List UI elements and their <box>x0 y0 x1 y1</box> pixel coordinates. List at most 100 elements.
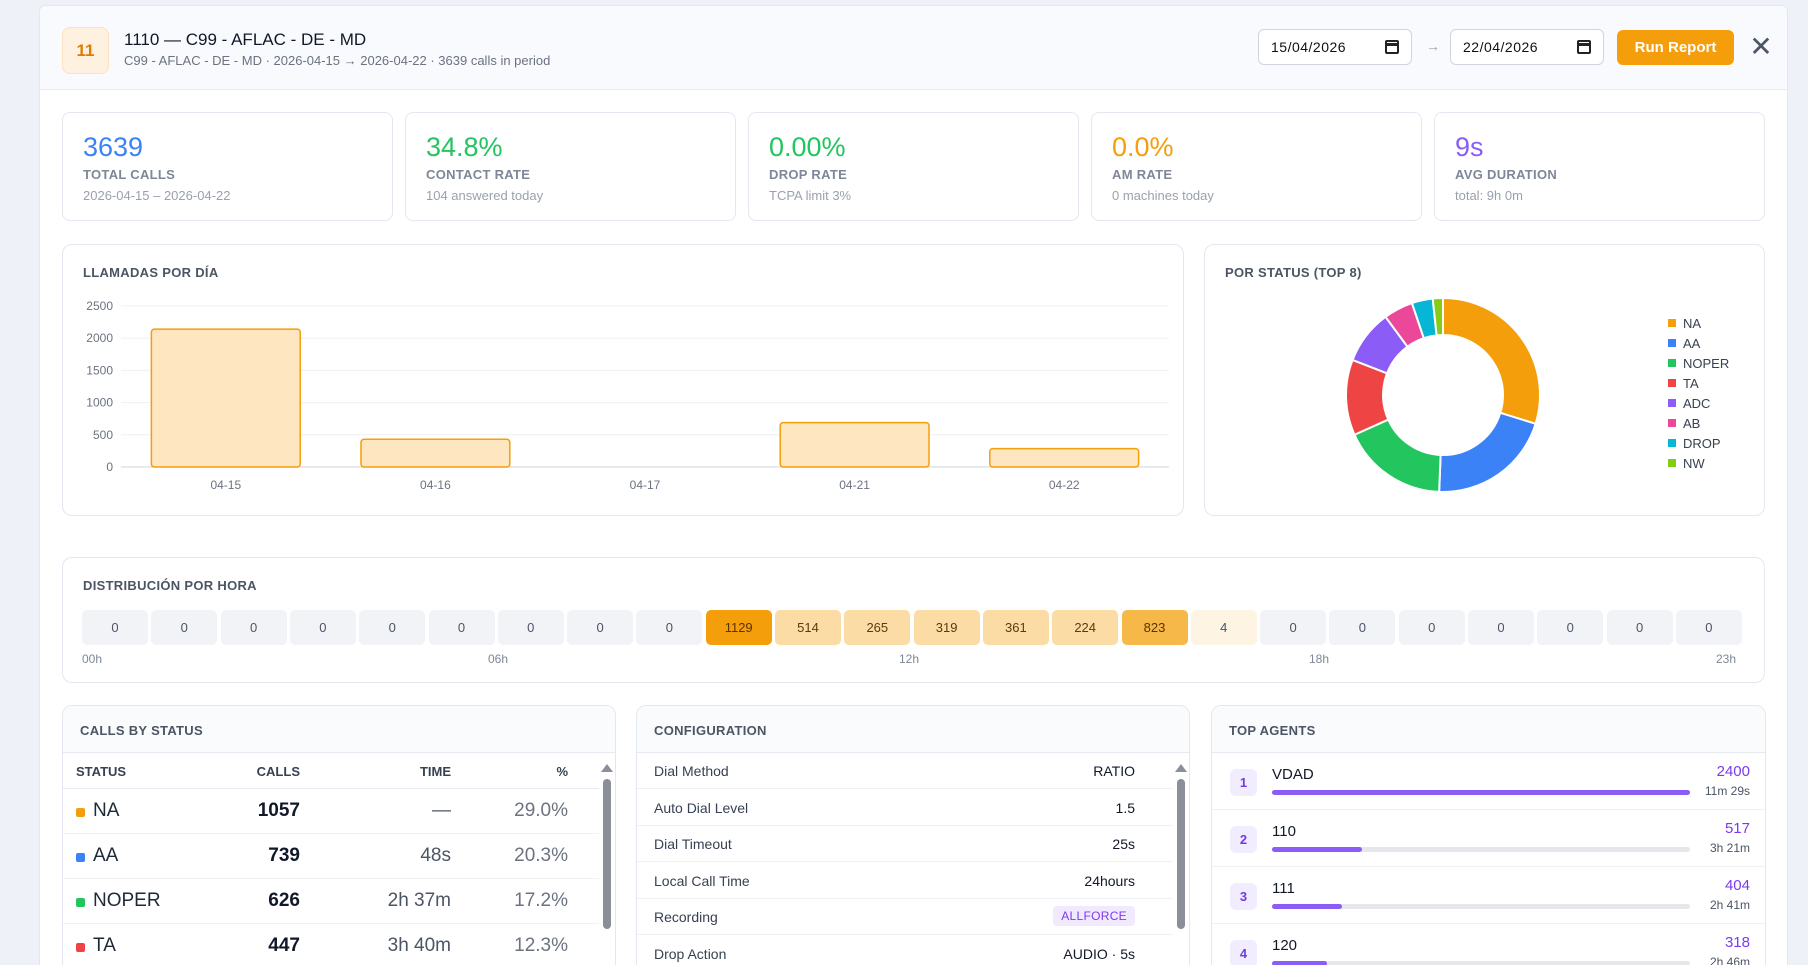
hour-cell[interactable]: 319 <box>913 610 980 645</box>
agent-rank: 2 <box>1230 826 1257 853</box>
scroll-up-arrow[interactable] <box>1175 764 1187 772</box>
legend-item[interactable]: NA <box>1668 313 1729 333</box>
pie-slice[interactable] <box>1353 418 1442 493</box>
hour-cell[interactable]: 0 <box>1260 610 1327 645</box>
legend-swatch <box>1668 419 1676 427</box>
table-row[interactable]: AA 739 48s 20.3% <box>63 834 599 879</box>
agent-rank: 3 <box>1230 883 1257 910</box>
legend-label: TA <box>1683 375 1699 391</box>
y-tick-label: 2000 <box>86 331 113 345</box>
bar[interactable] <box>150 328 301 468</box>
table-row[interactable]: NOPER 626 2h 37m 17.2% <box>63 879 599 924</box>
calendar-icon[interactable] <box>1385 40 1399 54</box>
x-tick-label: 04-16 <box>420 478 451 492</box>
hour-cell[interactable]: 0 <box>151 610 218 645</box>
config-key: Recording <box>654 909 718 925</box>
status-time: — <box>432 800 451 821</box>
kpi-label: AM RATE <box>1112 167 1173 182</box>
hour-cell[interactable]: 0 <box>567 610 634 645</box>
legend-item[interactable]: DROP <box>1668 433 1729 453</box>
kpi-value: 34.8% <box>426 132 503 162</box>
agent-name: VDAD <box>1272 766 1314 783</box>
pie-slice[interactable] <box>1438 411 1537 493</box>
bar[interactable] <box>989 447 1140 468</box>
hour-cell[interactable]: 0 <box>636 610 703 645</box>
col-calls[interactable]: CALLS <box>256 764 300 779</box>
agent-share-bar <box>1272 790 1690 795</box>
status-calls: 1057 <box>257 800 300 821</box>
pie-slice[interactable] <box>1431 296 1444 337</box>
close-icon[interactable]: ✕ <box>1749 31 1773 62</box>
config-row: Auto Dial Level 1.5 <box>637 790 1173 826</box>
config-value: RATIO <box>1093 763 1135 779</box>
bar[interactable] <box>779 421 930 468</box>
config-key: Auto Dial Level <box>654 799 749 816</box>
agent-row[interactable]: 1 VDAD 2400 11m 29s <box>1212 753 1765 810</box>
agent-row[interactable]: 3 111 404 2h 41m <box>1212 867 1765 924</box>
table-row[interactable]: TA 447 3h 40m 12.3% <box>63 924 599 965</box>
hour-tick-label: 00h <box>82 652 103 666</box>
hour-cell[interactable]: 0 <box>1606 610 1673 645</box>
scroll-up-arrow[interactable] <box>601 764 613 772</box>
hour-cell[interactable]: 0 <box>1468 610 1534 645</box>
agent-row[interactable]: 4 120 318 2h 46m <box>1212 924 1765 965</box>
scrollbar-thumb[interactable] <box>603 779 611 929</box>
hour-cell[interactable]: 0 <box>1329 610 1396 645</box>
legend-item[interactable]: AA <box>1668 333 1729 353</box>
page-subtitle: C99 - AFLAC - DE - MD · 2026-04-15 → 202… <box>124 53 551 68</box>
legend-item[interactable]: AB <box>1668 413 1729 433</box>
hour-cell[interactable]: 823 <box>1121 610 1188 645</box>
status-color-swatch <box>76 898 85 907</box>
config-value: 24hours <box>1084 872 1135 889</box>
config-key: Local Call Time <box>654 872 750 889</box>
date-from-input[interactable]: 15/04/2026 <box>1258 29 1412 65</box>
hour-cell[interactable]: 0 <box>289 610 356 645</box>
hour-cell[interactable]: 0 <box>428 610 495 645</box>
status-percent: 12.3% <box>514 935 568 956</box>
hour-cell[interactable]: 0 <box>497 610 564 645</box>
hour-cell[interactable]: 0 <box>359 610 426 645</box>
y-tick-label: 1500 <box>86 363 113 377</box>
col-time[interactable]: TIME <box>419 764 451 779</box>
agent-share-bar <box>1272 847 1690 852</box>
col-pct[interactable]: % <box>556 764 568 779</box>
hour-cell[interactable]: 0 <box>220 610 287 645</box>
y-tick-label: 0 <box>106 460 113 474</box>
legend-item[interactable]: ADC <box>1668 393 1729 413</box>
page-title: 1110 — C99 - AFLAC - DE - MD <box>124 30 367 49</box>
pie-slice[interactable] <box>1442 296 1541 426</box>
legend-item[interactable]: NW <box>1668 453 1729 473</box>
daily-calls-title: LLAMADAS POR DÍA <box>83 265 219 280</box>
hour-cell[interactable]: 0 <box>82 610 148 645</box>
hour-cell[interactable]: 361 <box>982 610 1049 645</box>
legend-swatch <box>1668 359 1676 367</box>
status-calls: 626 <box>268 890 300 911</box>
hour-cell[interactable]: 0 <box>1537 610 1604 645</box>
date-to-input[interactable]: 22/04/2026 <box>1450 29 1604 65</box>
status-color-swatch <box>76 943 85 952</box>
hour-cell[interactable]: 1129 <box>705 610 772 645</box>
table-row[interactable]: NA 1057 — 29.0% <box>63 789 599 834</box>
calendar-icon[interactable] <box>1577 40 1591 54</box>
x-tick-label: 04-15 <box>210 478 241 492</box>
scrollbar[interactable] <box>600 764 613 965</box>
hour-cell[interactable]: 0 <box>1675 610 1742 645</box>
hour-cell[interactable]: 4 <box>1190 610 1257 645</box>
calls-by-status-card: CALLS BY STATUS STATUS CALLS TIME % NA 10… <box>62 705 616 965</box>
legend-item[interactable]: NOPER <box>1668 353 1729 373</box>
top-agents-title: TOP AGENTS <box>1229 723 1316 738</box>
hour-cell[interactable]: 265 <box>844 610 911 645</box>
agent-row[interactable]: 2 110 517 3h 21m <box>1212 810 1765 867</box>
run-report-button[interactable]: Run Report <box>1617 30 1734 65</box>
scrollbar[interactable] <box>1174 764 1187 965</box>
legend-item[interactable]: TA <box>1668 373 1729 393</box>
kpi-sub: total: 9h 0m <box>1455 188 1523 203</box>
hour-cell[interactable]: 0 <box>1398 610 1465 645</box>
status-chart-title: POR STATUS (TOP 8) <box>1225 265 1362 280</box>
hour-cell[interactable]: 514 <box>775 610 841 645</box>
scrollbar-thumb[interactable] <box>1177 779 1185 929</box>
bar[interactable] <box>360 438 511 468</box>
hour-cell[interactable]: 224 <box>1052 610 1119 645</box>
col-status[interactable]: STATUS <box>76 764 127 779</box>
config-row: Local Call Time 24hours <box>637 863 1173 899</box>
